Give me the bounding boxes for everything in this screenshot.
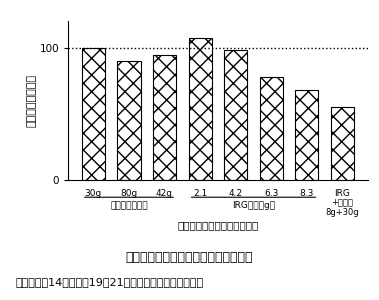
Bar <box>260 76 283 180</box>
Bar <box>153 56 176 180</box>
Text: 有機物施用量（ポット当り）: 有機物施用量（ポット当り） <box>177 220 258 230</box>
Text: 6.3: 6.3 <box>264 189 279 198</box>
Text: 8.3: 8.3 <box>300 189 314 198</box>
Text: IRG: IRG <box>335 189 351 198</box>
Text: +フン尿
8g+30g: +フン尿 8g+30g <box>326 197 359 217</box>
Bar <box>331 107 354 180</box>
Text: IRG残さ（g）: IRG残さ（g） <box>232 201 275 210</box>
Text: 2.1: 2.1 <box>193 189 207 198</box>
Text: 牛ふん尿堆厩肥: 牛ふん尿堆厩肥 <box>110 201 148 210</box>
Bar <box>117 61 141 180</box>
Text: 42g: 42g <box>156 189 173 198</box>
Bar <box>82 47 105 180</box>
Text: 図１　湛水処理後のソルガムの乾物重: 図１ 湛水処理後のソルガムの乾物重 <box>126 251 253 264</box>
Y-axis label: 乾物重－無施用比: 乾物重－無施用比 <box>27 74 37 127</box>
Bar <box>189 38 212 180</box>
Text: 30g: 30g <box>85 189 102 198</box>
Text: 80g: 80g <box>121 189 138 198</box>
Text: 注．播種後14日目から19〜21日間地表面まで湛水した。: 注．播種後14日目から19〜21日間地表面まで湛水した。 <box>15 277 203 287</box>
Bar <box>295 90 318 180</box>
Bar <box>224 50 247 180</box>
Text: 4.2: 4.2 <box>229 189 243 198</box>
